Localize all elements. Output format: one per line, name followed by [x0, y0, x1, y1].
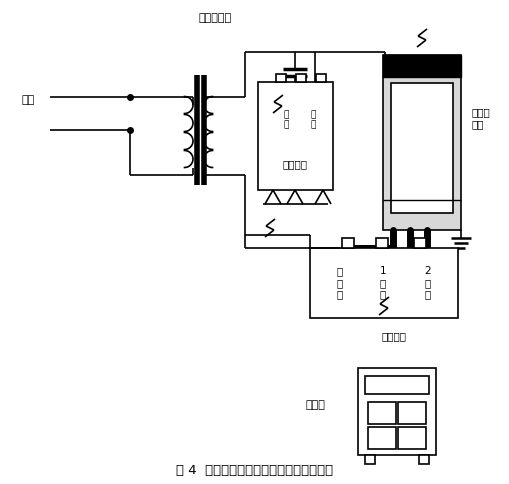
- Bar: [316, 74, 325, 82]
- Bar: [382, 55, 460, 77]
- Bar: [357, 368, 435, 455]
- Bar: [309, 248, 457, 318]
- Bar: [413, 238, 425, 248]
- Bar: [364, 376, 428, 394]
- Bar: [275, 74, 286, 82]
- Bar: [295, 74, 305, 82]
- Text: 1
通
道: 1 通 道: [379, 266, 385, 300]
- Text: 2
通
道: 2 通 道: [424, 266, 431, 300]
- Bar: [397, 427, 425, 449]
- Bar: [364, 455, 374, 464]
- Text: 升压变压器: 升压变压器: [198, 13, 231, 23]
- Text: 屏蔽环
高压: 屏蔽环 高压: [471, 107, 490, 129]
- Bar: [397, 402, 425, 424]
- Bar: [375, 238, 387, 248]
- Text: 输入: 输入: [22, 95, 35, 105]
- Bar: [367, 402, 395, 424]
- Text: 信
号: 信 号: [283, 110, 288, 130]
- Text: 接收器: 接收器: [304, 400, 324, 410]
- Text: 外
壳: 外 壳: [309, 110, 315, 130]
- Bar: [367, 427, 395, 449]
- Bar: [418, 455, 428, 464]
- Text: 公
共
端: 公 共 端: [336, 266, 343, 300]
- Bar: [342, 238, 353, 248]
- Bar: [390, 83, 452, 213]
- Bar: [258, 82, 332, 190]
- Text: 测量单元: 测量单元: [381, 331, 406, 341]
- Text: 标准电容: 标准电容: [282, 159, 307, 169]
- Bar: [382, 55, 460, 230]
- Text: 图 4  反接法测量绝缘介质损耗因数接线图: 图 4 反接法测量绝缘介质损耗因数接线图: [176, 464, 333, 477]
